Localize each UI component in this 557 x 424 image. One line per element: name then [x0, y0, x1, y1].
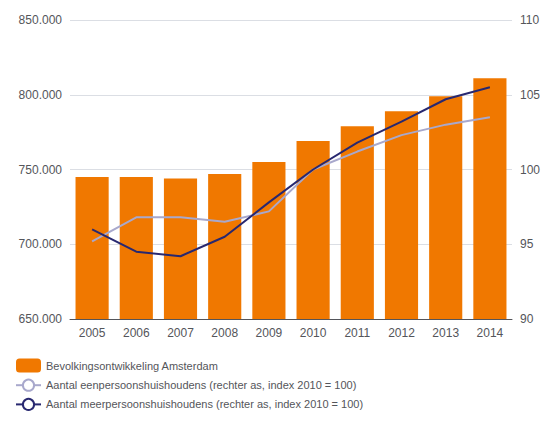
- svg-text:750.000: 750.000: [19, 163, 63, 177]
- svg-text:2013: 2013: [432, 326, 459, 340]
- svg-text:800.000: 800.000: [19, 88, 63, 102]
- svg-text:Aantal eenpersoonshuishoudens: Aantal eenpersoonshuishoudens (rechter a…: [46, 379, 356, 391]
- svg-text:2010: 2010: [300, 326, 327, 340]
- svg-text:100: 100: [520, 163, 540, 177]
- svg-text:2006: 2006: [123, 326, 150, 340]
- svg-text:2012: 2012: [388, 326, 415, 340]
- svg-text:700.000: 700.000: [19, 237, 63, 251]
- svg-text:650.000: 650.000: [19, 312, 63, 326]
- svg-text:2011: 2011: [344, 326, 370, 340]
- svg-text:2008: 2008: [211, 326, 238, 340]
- svg-text:90: 90: [520, 312, 534, 326]
- svg-text:110: 110: [520, 13, 539, 27]
- svg-text:2005: 2005: [79, 326, 106, 340]
- svg-text:2014: 2014: [477, 326, 504, 340]
- svg-text:Aantal meerpersoonshuishoudens: Aantal meerpersoonshuishoudens (rechter …: [46, 398, 363, 410]
- svg-text:Bevolkingsontwikkeling Amsterd: Bevolkingsontwikkeling Amsterdam: [46, 360, 218, 372]
- svg-text:105: 105: [520, 88, 540, 102]
- svg-text:95: 95: [520, 237, 534, 251]
- svg-text:2009: 2009: [256, 326, 283, 340]
- svg-text:2007: 2007: [167, 326, 194, 340]
- svg-text:850.000: 850.000: [19, 13, 63, 27]
